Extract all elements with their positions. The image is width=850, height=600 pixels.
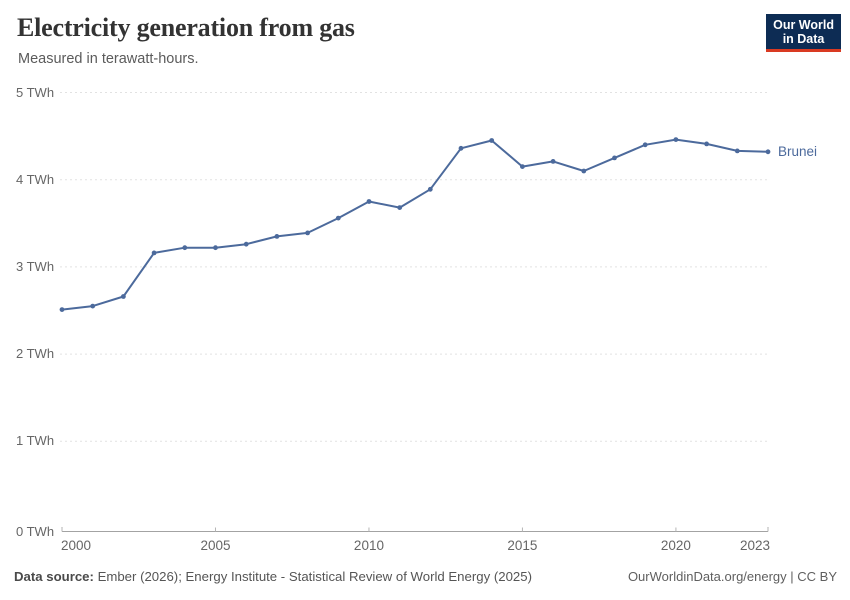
x-tick-label: 2000 (61, 538, 92, 553)
y-tick-label: 2 TWh (16, 346, 55, 361)
x-tick-label: 2020 (660, 538, 691, 553)
chart-subtitle: Measured in terawatt-hours. (18, 51, 199, 67)
data-point[interactable] (121, 294, 126, 299)
data-point[interactable] (335, 215, 341, 221)
data-point[interactable] (366, 199, 372, 204)
data-point[interactable] (489, 138, 495, 143)
data-point[interactable] (427, 186, 433, 192)
y-tick-label: 3 TWh (16, 259, 55, 274)
y-tick-label: 5 TWh (16, 85, 55, 100)
data-point[interactable] (642, 142, 648, 148)
data-point[interactable] (90, 303, 96, 309)
data-point[interactable] (213, 245, 218, 251)
x-tick-label: 2015 (507, 538, 538, 553)
data-point[interactable] (673, 137, 679, 143)
x-tick-label: 2010 (353, 538, 384, 553)
data-point[interactable] (581, 168, 587, 174)
x-tick-label: 2005 (200, 538, 231, 553)
data-point[interactable] (458, 145, 464, 151)
x-tick-label: 2023 (739, 538, 770, 553)
owid-logo-line1: Our World (773, 18, 834, 32)
data-point[interactable] (520, 164, 525, 170)
owid-logo[interactable]: Our World in Data (766, 14, 841, 52)
data-point[interactable] (59, 307, 65, 312)
y-tick-label: 1 TWh (16, 433, 55, 448)
data-point[interactable] (734, 148, 740, 154)
data-point[interactable] (704, 141, 709, 147)
credit-note: OurWorldinData.org/energy | CC BY (627, 569, 837, 584)
data-point[interactable] (765, 149, 771, 155)
data-point[interactable] (305, 230, 310, 236)
data-source-note: Data source: Ember (2026); Energy Instit… (14, 569, 532, 584)
data-point[interactable] (274, 234, 280, 239)
series-label-brunei: Brunei (778, 144, 818, 159)
data-point[interactable] (151, 250, 157, 256)
data-line-brunei[interactable] (61, 138, 769, 311)
owid-logo-line2: in Data (782, 32, 825, 46)
data-point[interactable] (182, 245, 188, 251)
data-source-text: Ember (2026); Energy Institute - Statist… (97, 569, 532, 584)
data-point[interactable] (397, 205, 403, 211)
data-source-label: Data source: (14, 569, 94, 584)
chart-title: Electricity generation from gas (17, 13, 355, 42)
y-tick-label: 0 TWh (16, 524, 55, 539)
data-point[interactable] (243, 241, 249, 247)
y-tick-label: 4 TWh (16, 172, 55, 187)
data-point[interactable] (550, 159, 556, 164)
data-point[interactable] (612, 155, 617, 161)
